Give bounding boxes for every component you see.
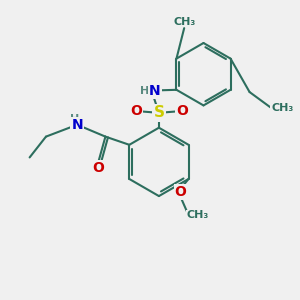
Text: O: O [175,184,187,199]
Text: O: O [176,104,188,118]
Text: O: O [92,161,104,175]
Text: H: H [140,85,150,96]
Text: O: O [130,104,142,118]
Text: CH₃: CH₃ [186,210,209,220]
Text: N: N [71,118,83,132]
Text: CH₃: CH₃ [173,16,195,27]
Text: N: N [149,84,161,98]
Text: CH₃: CH₃ [271,103,293,113]
Text: S: S [153,105,164,120]
Text: H: H [70,114,79,124]
